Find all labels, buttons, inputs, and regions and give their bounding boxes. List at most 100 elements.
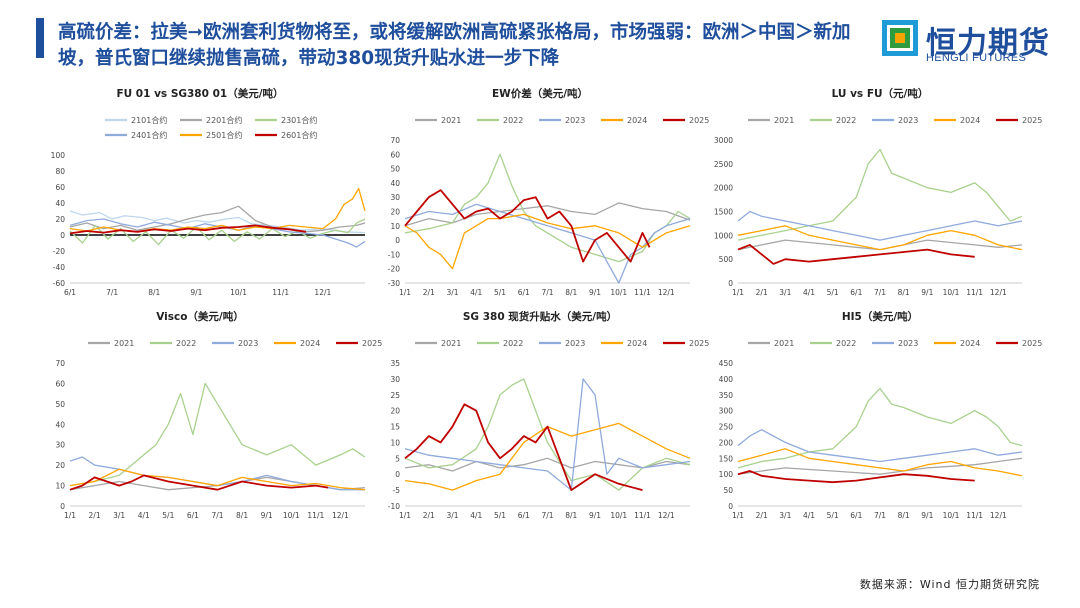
y-tick-label: 0 (60, 502, 65, 511)
x-tick-label: 8/1 (898, 288, 910, 297)
x-tick-label: 6/1 (850, 511, 862, 520)
chart-panel-4: Visco（美元/吨） 2021 2022 2023 2024 2025 70 60 50 40 3… (55, 310, 382, 520)
x-tick-label: 7/1 (874, 511, 886, 520)
chart-title: SG 380 现货升贴水（美元/吨） (463, 310, 617, 323)
legend-label: 2401合约 (131, 130, 167, 140)
x-tick-label: 2/1 (89, 511, 101, 520)
legend-label: 2021 (441, 339, 461, 348)
y-tick-label: 0 (60, 231, 65, 240)
y-tick-label: -5 (393, 486, 401, 495)
series-line-2501合约 (69, 187, 366, 233)
y-tick-label: 35 (390, 359, 400, 368)
series-line-2022 (737, 387, 1023, 469)
legend-label: 2501合约 (206, 130, 242, 140)
legend-label: 2601合约 (281, 130, 317, 140)
chart-title: LU vs FU（元/吨） (832, 87, 929, 100)
y-tick-label: -10 (388, 502, 400, 511)
legend-label: 2021 (114, 339, 134, 348)
y-tick-label: 10 (390, 438, 400, 447)
x-tick-label: 4/1 (803, 288, 815, 297)
y-tick-label: 60 (55, 183, 65, 192)
y-tick-label: 70 (390, 136, 400, 145)
y-tick-label: -60 (53, 279, 65, 288)
series-line-2023 (404, 203, 691, 284)
legend-label: 2023 (898, 116, 918, 125)
x-tick-label: 2/1 (756, 511, 768, 520)
series-line-2025 (404, 403, 643, 492)
series-line-2025 (737, 243, 975, 265)
x-tick-label: 4/1 (138, 511, 150, 520)
x-tick-label: 3/1 (779, 511, 791, 520)
y-tick-label: 60 (390, 150, 400, 159)
y-tick-label: 40 (390, 179, 400, 188)
company-logo: 恒力期货 HENGLI FUTURES (880, 16, 1070, 66)
x-tick-label: 3/1 (446, 511, 458, 520)
y-tick-label: 50 (723, 486, 733, 495)
y-tick-label: 250 (719, 423, 734, 432)
y-tick-label: 0 (728, 502, 733, 511)
x-tick-label: 9/1 (261, 511, 273, 520)
y-tick-label: 15 (390, 423, 400, 432)
y-tick-label: 40 (55, 420, 65, 429)
y-tick-label: 20 (390, 407, 400, 416)
series-line-2301合约 (69, 218, 366, 246)
x-tick-label: 5/1 (162, 511, 174, 520)
legend-label: 2022 (836, 339, 856, 348)
x-tick-label: 11/1 (272, 288, 289, 297)
series-line-2023 (737, 210, 1023, 241)
x-tick-label: 4/1 (470, 288, 482, 297)
y-tick-label: -30 (388, 279, 400, 288)
legend-label: 2201合约 (206, 115, 242, 125)
y-tick-label: 100 (719, 470, 734, 479)
y-tick-label: 80 (55, 167, 65, 176)
y-tick-label: 40 (55, 199, 65, 208)
y-tick-label: 0 (395, 236, 400, 245)
y-tick-label: 30 (390, 375, 400, 384)
series-line-2025 (69, 474, 329, 491)
x-tick-label: 8/1 (236, 511, 248, 520)
legend-label: 2021 (774, 339, 794, 348)
legend-label: 2024 (627, 339, 647, 348)
y-tick-label: -20 (388, 265, 400, 274)
y-tick-label: 200 (719, 438, 734, 447)
y-tick-label: 20 (55, 215, 65, 224)
y-tick-label: 25 (390, 391, 400, 400)
series-line-2024 (69, 468, 366, 491)
legend-label: 2023 (898, 339, 918, 348)
x-tick-label: 7/1 (541, 288, 553, 297)
x-tick-label: 2/1 (423, 511, 435, 520)
x-tick-label: 1/1 (399, 511, 411, 520)
x-tick-label: 12/1 (658, 511, 675, 520)
x-tick-label: 8/1 (898, 511, 910, 520)
legend-label: 2023 (565, 116, 585, 125)
x-tick-label: 5/1 (827, 288, 839, 297)
x-tick-label: 11/1 (307, 511, 324, 520)
series-line-2024 (737, 448, 1023, 477)
x-tick-label: 10/1 (230, 288, 247, 297)
x-tick-label: 6/1 (64, 288, 76, 297)
x-tick-label: 8/1 (565, 288, 577, 297)
legend-label: 2023 (238, 339, 258, 348)
legend-label: 2025 (1022, 339, 1042, 348)
y-tick-label: 0 (395, 470, 400, 479)
x-tick-label: 5/1 (494, 288, 506, 297)
data-source-note: 数据来源：Wind 恒力期货研究院 (859, 578, 1040, 591)
y-tick-label: 350 (719, 391, 734, 400)
legend-label: 2025 (689, 116, 709, 125)
y-tick-label: 500 (719, 255, 734, 264)
x-tick-label: 6/1 (187, 511, 199, 520)
title-accent-bar (36, 18, 44, 58)
chart-title: EW价差（美元/吨） (492, 87, 588, 100)
x-tick-label: 1/1 (732, 288, 744, 297)
x-tick-label: 6/1 (518, 288, 530, 297)
series-line-2023 (404, 378, 691, 491)
legend-label: 2025 (689, 339, 709, 348)
series-line-2025 (404, 189, 651, 263)
series-line-2022 (404, 378, 691, 491)
x-tick-label: 7/1 (541, 511, 553, 520)
x-tick-label: 9/1 (190, 288, 202, 297)
series-line-2022 (737, 148, 1023, 241)
y-tick-label: 5 (395, 454, 400, 463)
page-title: 高硫价差：拉美➞欧洲套利货物将至，或将缓解欧洲高硫紧张格局，市场强弱：欧洲＞中国… (58, 22, 851, 69)
chart-panel-1: FU 01 vs SG380 01（美元/吨） 2101合约 2201合约 2301合… (51, 87, 366, 297)
